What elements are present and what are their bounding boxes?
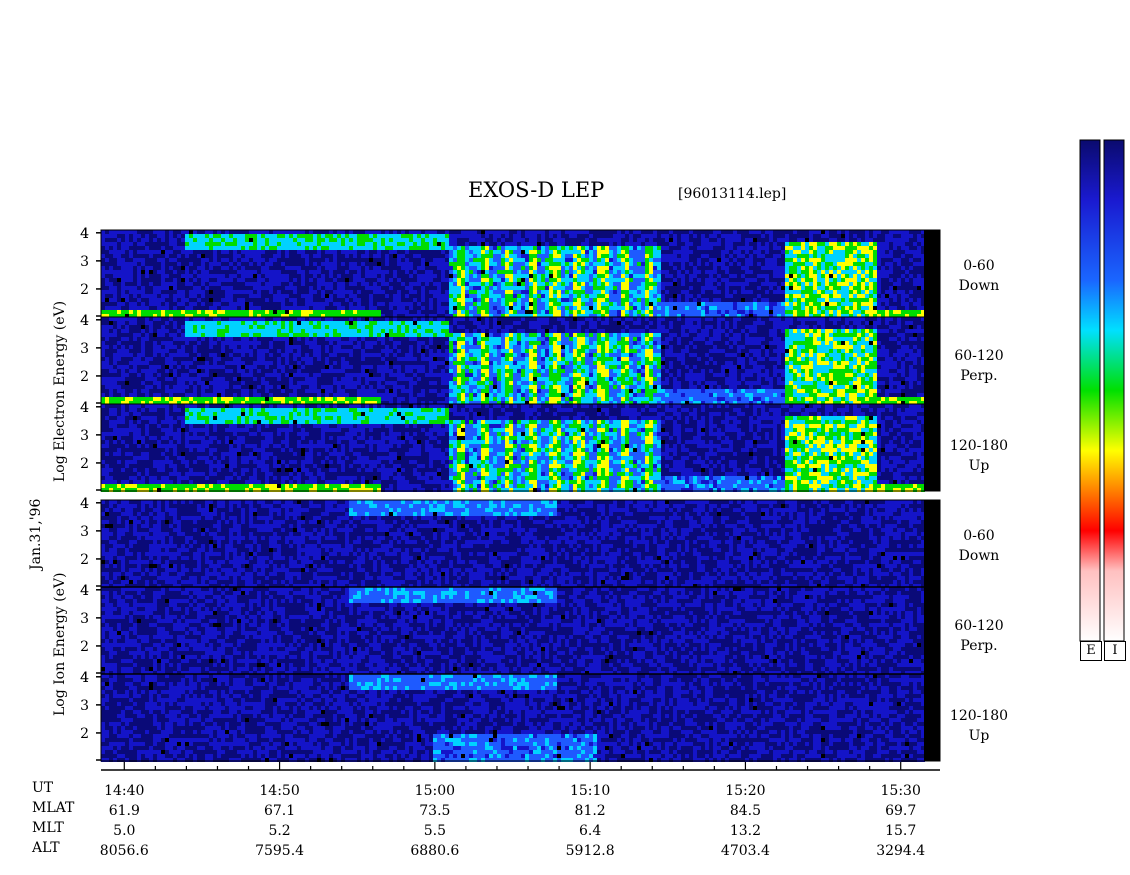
ephemeris-alt-value: 4703.4 (721, 843, 770, 859)
ephemeris-alt-value: 5912.8 (566, 843, 615, 859)
y-tick-label: 3 (80, 524, 89, 540)
ephemeris-ut-value: 15:20 (725, 783, 765, 799)
ephemeris-mlt-value: 5.5 (424, 823, 446, 839)
x-axis (101, 762, 940, 771)
date-label: Jan.31,'96 (28, 499, 44, 570)
ephemeris-mlat-value: 84.5 (730, 803, 761, 819)
y-tick-label: 2 (80, 639, 89, 655)
y-tick-label: 4 (80, 670, 89, 686)
row-label-ut: UT (32, 780, 53, 796)
ephemeris-mlat-value: 69.7 (885, 803, 916, 819)
ephemeris-alt-value: 3294.4 (876, 843, 925, 859)
y-tick-label: 4 (80, 670, 89, 686)
y-tick-label: 4 (80, 496, 89, 512)
ephemeris-mlt-value: 5.0 (113, 823, 135, 839)
y-tick-label: 3 (80, 341, 89, 357)
y-tick-label: 4 (80, 400, 89, 416)
electron-axis-label: Log Electron Energy (eV) (52, 301, 68, 482)
row-label-mlt: MLT (32, 820, 64, 836)
ephemeris-ut-value: 15:30 (881, 783, 921, 799)
ephemeris-alt-value: 8056.6 (100, 843, 149, 859)
y-tick-label: 2 (80, 369, 89, 385)
panel-label-6: 120-180 Up (946, 706, 1012, 746)
panel-label-3: 120-180 Up (946, 436, 1012, 476)
ephemeris-mlt-value: 5.2 (268, 823, 290, 839)
panel-label-1: 0-60 Down (946, 256, 1012, 296)
figure-title: EXOS-D LEP (468, 178, 604, 202)
file-name: [96013114.lep] (678, 186, 786, 202)
y-tick-label: 3 (80, 698, 89, 714)
ephemeris-mlt-value: 6.4 (579, 823, 601, 839)
colorbar-label-e: E (1080, 641, 1102, 661)
panel-label-2: 60-120 Perp. (946, 346, 1012, 386)
y-tick-label: 4 (80, 313, 89, 329)
y-tick-label: 2 (80, 726, 89, 742)
ephemeris-alt-value: 7595.4 (255, 843, 304, 859)
ephemeris-mlat-value: 67.1 (264, 803, 295, 819)
ion-axis-label: Log Ion Energy (eV) (52, 573, 68, 716)
ephemeris-mlat-value: 73.5 (419, 803, 450, 819)
y-tick-label: 4 (80, 583, 89, 599)
ephemeris-ut-value: 14:50 (259, 783, 299, 799)
panel-label-5: 60-120 Perp. (946, 616, 1012, 656)
y-tick-label: 3 (80, 611, 89, 627)
y-tick-label: 2 (80, 282, 89, 298)
colorbar-electron (1079, 139, 1101, 642)
ephemeris-mlt-value: 13.2 (730, 823, 761, 839)
y-tick-label: 2 (80, 456, 89, 472)
colorbar-ion (1103, 139, 1125, 642)
y-tick-label: 4 (80, 496, 89, 512)
ephemeris-mlat-value: 61.9 (109, 803, 140, 819)
ephemeris-mlat-value: 81.2 (575, 803, 606, 819)
panel-label-4: 0-60 Down (946, 526, 1012, 566)
y-tick-label: 2 (80, 552, 89, 568)
row-label-alt: ALT (32, 840, 60, 856)
row-label-mlat: MLAT (32, 800, 74, 816)
y-tick-label: 4 (80, 226, 89, 242)
ephemeris-mlt-value: 15.7 (885, 823, 916, 839)
ephemeris-alt-value: 6880.6 (410, 843, 459, 859)
ephemeris-ut-value: 14:40 (104, 783, 144, 799)
colorbar-label-i: I (1104, 641, 1126, 661)
y-tick-label: 4 (80, 226, 89, 242)
ephemeris-ut-value: 15:10 (570, 783, 610, 799)
y-tick-label: 3 (80, 254, 89, 270)
y-tick-label: 4 (80, 583, 89, 599)
y-tick-label: 4 (80, 313, 89, 329)
y-tick-label: 4 (80, 400, 89, 416)
ephemeris-ut-value: 15:00 (415, 783, 455, 799)
y-tick-label: 3 (80, 428, 89, 444)
